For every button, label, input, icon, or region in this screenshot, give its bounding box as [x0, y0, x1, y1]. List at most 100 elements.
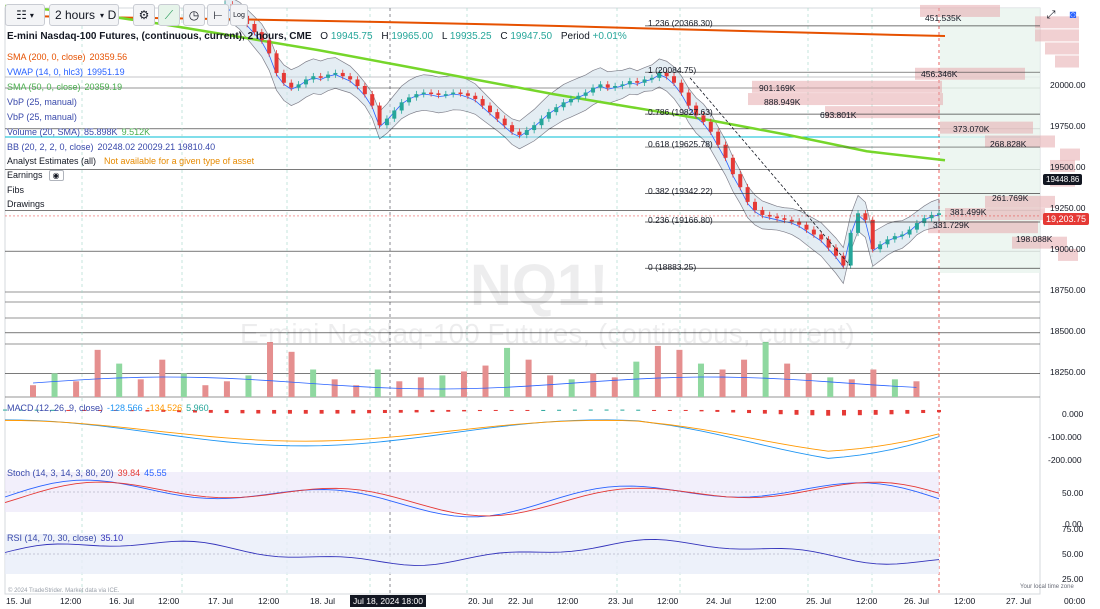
- macd-histogram-bar: [873, 409, 878, 415]
- screenshot-button[interactable]: ◙: [1064, 4, 1082, 26]
- macd-histogram-bar: [335, 409, 340, 414]
- candle-body: [885, 239, 890, 245]
- high-value: 19965.00: [391, 31, 434, 42]
- vbp-bar: [985, 195, 1055, 208]
- candle-body: [289, 82, 294, 88]
- legend-row-bb[interactable]: BB (20, 2, 2, 0, close) 20248.02 20029.21…: [7, 142, 216, 152]
- legend-row-vwap[interactable]: VWAP (14, 0, hlc3) 19951.19: [7, 67, 125, 77]
- rsi-legend[interactable]: RSI (14, 70, 30, close) 35.10: [7, 533, 124, 543]
- timezone-note[interactable]: Your local time zone: [1020, 584, 1074, 590]
- candle-body: [458, 92, 463, 95]
- time-cursor-label: Jul 18, 2024 18:00: [350, 595, 426, 607]
- macd-histogram-bar: [256, 409, 261, 414]
- macd-legend[interactable]: MACD (12, 26, 9, close) -128.566 -134.526 5…: [7, 403, 209, 413]
- vbp-label: 373.070K: [953, 124, 990, 134]
- trend-tool-button[interactable]: ⟋: [158, 4, 180, 26]
- volume-bar: [504, 347, 511, 397]
- time-tick: 12:00: [158, 596, 180, 606]
- legend-row-drawings[interactable]: Drawings: [7, 199, 45, 209]
- candle-body: [856, 213, 861, 233]
- macd-histogram-bar: [145, 409, 150, 412]
- fullscreen-button[interactable]: ⤢: [1042, 4, 1060, 26]
- macd-histogram-bar: [921, 409, 926, 414]
- replay-button[interactable]: ◷: [183, 4, 205, 26]
- volume-bar: [525, 359, 532, 397]
- macd-histogram-bar: [382, 409, 387, 414]
- time-tick: 12:00: [657, 596, 679, 606]
- legend-row-sma200[interactable]: SMA (200, 0, close) 20359.56: [7, 52, 128, 62]
- close-value: 19947.50: [510, 31, 553, 42]
- macd-histogram-bar: [97, 409, 102, 411]
- price-tick: 19750.00: [1050, 121, 1086, 131]
- time-tick: 17. Jul: [208, 596, 234, 606]
- candle-body: [730, 157, 735, 175]
- legend-row-fibs[interactable]: Fibs: [7, 185, 25, 195]
- vbp-label: 901.169K: [759, 83, 796, 93]
- layout-menu-button[interactable]: ☷ ▾: [5, 4, 45, 26]
- volume-sma-line: [32, 376, 917, 390]
- macd-histogram-bar: [319, 409, 324, 414]
- macd-histogram-bar: [889, 409, 894, 415]
- time-tick: 26. Jul: [904, 596, 930, 606]
- legend-row-analyst[interactable]: Analyst Estimates (all) Not available for…: [7, 156, 255, 166]
- watermark-symbol: NQ1!: [470, 253, 609, 318]
- vbp-bar: [940, 121, 1033, 134]
- macd-histogram-bar: [129, 409, 134, 412]
- macd-tick: -200.000: [1048, 455, 1082, 465]
- rsi-tick: 25.00: [1062, 574, 1084, 584]
- legend-row-sma50[interactable]: SMA (50, 0, close) 20359.19: [7, 82, 123, 92]
- log-scale-button[interactable]: Log: [230, 4, 248, 26]
- stoch-tick: 50.00: [1062, 488, 1084, 498]
- candle-body: [789, 219, 794, 222]
- volume-bar: [417, 377, 424, 397]
- macd-histogram-bar: [667, 409, 672, 411]
- candle-body: [811, 229, 816, 235]
- volume-bar: [611, 377, 618, 397]
- macd-histogram-bar: [462, 409, 467, 412]
- volume-bar: [223, 381, 230, 397]
- volume-bar: [51, 373, 58, 397]
- candle-body: [362, 86, 367, 95]
- candle-body: [377, 105, 382, 126]
- candle-body: [878, 244, 883, 250]
- candle-body: [605, 84, 610, 88]
- legend-row-earnings[interactable]: Earnings ◉: [7, 170, 64, 181]
- chevron-down-icon: ▾: [100, 10, 105, 20]
- candle-body: [826, 239, 831, 248]
- price-tick: 18750.00: [1050, 285, 1086, 295]
- expand-icon: ⤢: [1046, 8, 1056, 21]
- candle-body: [870, 219, 875, 250]
- vbp-bar: [1035, 16, 1079, 29]
- time-tick: 23. Jul: [608, 596, 634, 606]
- time-axis[interactable]: 15. Jul 12:00 16. Jul 12:00 17. Jul 12:00 18. …: [0, 594, 1100, 609]
- daily-button[interactable]: D: [107, 8, 117, 22]
- stoch-legend[interactable]: Stoch (14, 3, 14, 3, 80, 20) 39.84 45.55: [7, 468, 167, 478]
- candle-body: [392, 110, 397, 119]
- macd-histogram-bar: [351, 409, 356, 414]
- macd-histogram-bar: [683, 409, 688, 411]
- candle-body: [583, 92, 588, 96]
- macd-histogram-bar: [414, 409, 419, 413]
- candle-body: [598, 84, 603, 88]
- candle-body: [517, 131, 522, 135]
- settings-button[interactable]: ⚙: [133, 4, 155, 26]
- macd-histogram-bar: [208, 409, 213, 413]
- macd-histogram-bar: [398, 409, 403, 413]
- interval-select[interactable]: 2 hours ▾: [49, 4, 119, 26]
- legend-row-vbp-1[interactable]: VbP (25, manual): [7, 97, 77, 107]
- vbp-bar: [985, 135, 1055, 148]
- candle-body: [414, 94, 419, 98]
- eye-icon[interactable]: ◉: [48, 170, 64, 181]
- candle-body: [333, 72, 338, 75]
- legend-row-volume[interactable]: Volume (20, SMA) 85.898K 9.512K: [7, 127, 151, 137]
- macd-histogram-bar: [652, 409, 657, 411]
- candle-body: [443, 94, 448, 96]
- macd-histogram-bar: [525, 409, 530, 411]
- volume-bar: [180, 373, 187, 397]
- price-tick: 18250.00: [1050, 367, 1086, 377]
- legend-row-vbp-2[interactable]: VbP (25, manual): [7, 112, 77, 122]
- measure-button[interactable]: ⊢: [207, 4, 229, 26]
- time-tick: 00:00: [1064, 596, 1086, 606]
- candle-body: [384, 118, 389, 126]
